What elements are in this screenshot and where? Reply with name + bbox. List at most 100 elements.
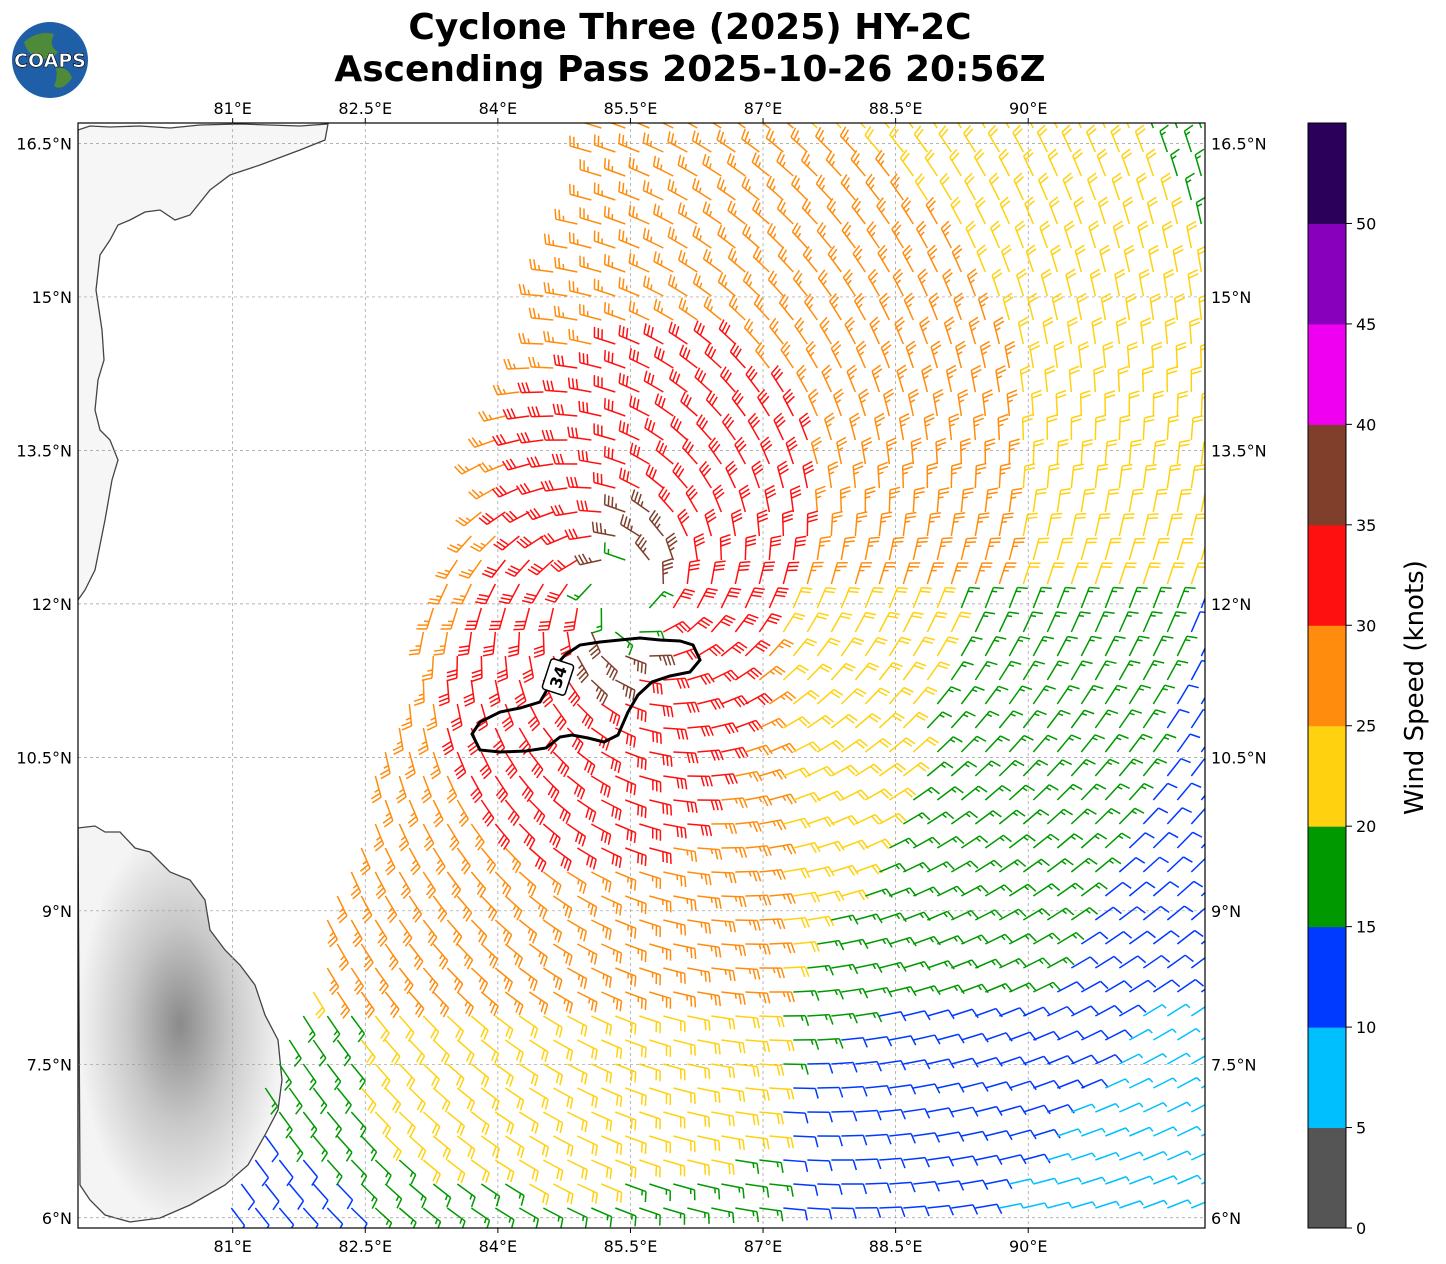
wind-barb — [1056, 438, 1069, 465]
wind-barb — [686, 616, 714, 633]
wind-barb — [516, 535, 544, 549]
wind-barb — [481, 559, 506, 579]
wind-barb — [628, 252, 650, 273]
wind-barb — [1140, 317, 1152, 345]
wind-barb — [726, 153, 746, 177]
wind-barb — [805, 340, 818, 369]
wind-barb — [480, 799, 495, 827]
wind-barb — [697, 697, 725, 710]
wind-barb — [625, 655, 647, 675]
globe-logo-icon: COAPS — [12, 22, 88, 98]
wind-barb — [649, 799, 673, 816]
wind-barb — [735, 821, 762, 833]
wind-barb — [618, 467, 640, 489]
wind-barb — [1086, 172, 1098, 201]
wind-barb — [482, 631, 497, 657]
wind-barb — [463, 679, 476, 707]
wind-barb — [1080, 783, 1107, 801]
wind-barb — [926, 711, 953, 729]
wind-barb — [956, 123, 962, 129]
wind-barb — [891, 220, 904, 249]
lat-tick-label: 12°N — [32, 595, 72, 614]
wind-barb — [923, 413, 935, 441]
wind-barb — [864, 788, 893, 801]
wind-barb — [680, 391, 698, 417]
wind-barb — [852, 245, 866, 273]
wind-barb — [543, 233, 568, 249]
wind-barb — [789, 485, 802, 513]
wind-barb — [912, 786, 941, 801]
wind-barb — [648, 509, 664, 537]
wind-barb — [1051, 292, 1063, 321]
wind-barb — [564, 528, 592, 541]
wind-barb — [544, 583, 568, 603]
wind-barb — [1088, 220, 1100, 249]
wind-barb — [687, 775, 713, 787]
wind-barb — [1190, 562, 1205, 585]
wind-barb — [840, 586, 861, 609]
wind-barb — [1190, 366, 1202, 393]
wind-barb — [697, 799, 723, 811]
wind-barb — [567, 426, 592, 441]
colorbar: 0 5 10 15 20 25 30 35 40 45 50 — [1307, 122, 1376, 1238]
wind-barb — [479, 751, 492, 780]
wind-barb — [1080, 586, 1100, 609]
wind-barb — [1104, 684, 1128, 705]
wind-barb — [776, 460, 789, 489]
wind-barb — [639, 727, 662, 744]
wind-barb — [554, 208, 578, 225]
wind-barb — [963, 124, 976, 153]
wind-barb — [628, 156, 650, 177]
wind-barb — [902, 661, 927, 681]
wind-barb — [708, 437, 722, 465]
wind-barb — [826, 198, 842, 225]
wind-barb — [488, 607, 507, 631]
wind-barb — [593, 230, 616, 249]
wind-barb — [1148, 244, 1160, 273]
wind-barb — [778, 293, 794, 321]
wind-barb — [566, 727, 584, 754]
wind-barb — [866, 221, 880, 249]
wind-barb — [665, 532, 678, 561]
lon-tick-label: 87°E — [744, 99, 782, 118]
wind-barb — [1017, 316, 1029, 345]
wind-barb — [359, 847, 371, 876]
wind-barb — [711, 669, 739, 682]
colorbar-tick-label: 50 — [1356, 214, 1376, 233]
wind-barb — [1032, 586, 1052, 609]
wind-barb — [974, 810, 1002, 825]
colorbar-tick-label: 30 — [1356, 616, 1376, 635]
wind-barb — [830, 713, 858, 729]
wind-barb — [792, 587, 813, 609]
wind-barb — [840, 738, 869, 753]
wind-barb — [692, 225, 712, 249]
wind-barb — [831, 864, 859, 876]
wind-barb — [478, 511, 506, 525]
wind-barb — [1104, 832, 1131, 849]
wind-barb — [645, 464, 664, 489]
wind-barb — [943, 316, 955, 345]
wind-barb — [691, 130, 712, 153]
wind-barb — [374, 871, 387, 900]
wind-barb — [600, 703, 621, 727]
wind-barb — [639, 871, 662, 889]
wind-barb — [936, 586, 956, 609]
wind-barb — [601, 847, 622, 868]
wind-barb — [764, 484, 777, 513]
wind-barb — [1152, 488, 1168, 513]
wind-barb — [745, 795, 773, 807]
wind-barb — [998, 512, 1014, 537]
wind-barb — [998, 462, 1012, 489]
wind-barb — [470, 535, 496, 553]
wind-barb — [1094, 512, 1111, 537]
wind-barb — [903, 861, 931, 873]
wind-barb — [950, 512, 966, 537]
wind-barb — [835, 123, 842, 129]
wind-barb — [841, 221, 856, 249]
wind-barb — [625, 799, 647, 819]
wind-barb — [693, 533, 706, 561]
wind-barb — [902, 711, 929, 729]
wind-barb — [773, 412, 786, 441]
wind-barb — [877, 461, 889, 489]
wind-barb — [528, 307, 554, 321]
